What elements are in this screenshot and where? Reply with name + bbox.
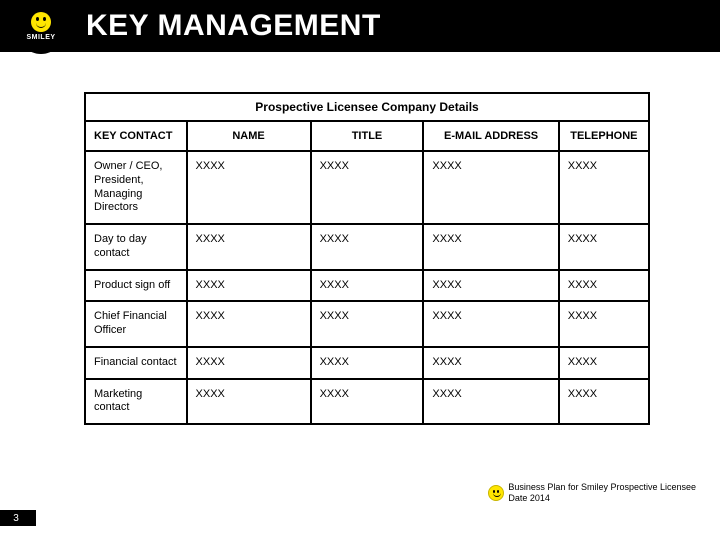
col-header-title: TITLE <box>311 121 424 151</box>
footer-smiley-icon <box>488 485 504 501</box>
footer-line2: Date 2014 <box>508 493 696 504</box>
brand-logo-circle: SMILEY <box>18 8 64 54</box>
smiley-icon <box>31 12 51 32</box>
table-row: Product sign off XXXX XXXX XXXX XXXX <box>85 270 649 302</box>
cell-name: XXXX <box>187 270 311 302</box>
table-row: Financial contact XXXX XXXX XXXX XXXX <box>85 347 649 379</box>
cell-title: XXXX <box>311 301 424 347</box>
cell-name: XXXX <box>187 379 311 425</box>
table-row: Day to day contact XXXX XXXX XXXX XXXX <box>85 224 649 270</box>
cell-title: XXXX <box>311 347 424 379</box>
table-row: Chief Financial Officer XXXX XXXX XXXX X… <box>85 301 649 347</box>
col-header-contact: KEY CONTACT <box>85 121 187 151</box>
cell-name: XXXX <box>187 151 311 224</box>
cell-email: XXXX <box>423 301 558 347</box>
cell-tel: XXXX <box>559 379 649 425</box>
page-title: KEY MANAGEMENT <box>86 9 381 43</box>
cell-contact: Chief Financial Officer <box>85 301 187 347</box>
header-bar: SMILEY KEY MANAGEMENT <box>0 0 720 52</box>
key-management-table: Prospective Licensee Company Details KEY… <box>84 92 650 425</box>
cell-contact: Marketing contact <box>85 379 187 425</box>
cell-contact: Owner / CEO, President, Managing Directo… <box>85 151 187 224</box>
cell-email: XXXX <box>423 224 558 270</box>
page-number: 3 <box>0 510 36 526</box>
cell-contact: Financial contact <box>85 347 187 379</box>
table-row: Marketing contact XXXX XXXX XXXX XXXX <box>85 379 649 425</box>
cell-tel: XXXX <box>559 151 649 224</box>
footer-note: Business Plan for Smiley Prospective Lic… <box>488 482 696 505</box>
cell-name: XXXX <box>187 224 311 270</box>
table-title: Prospective Licensee Company Details <box>85 93 649 121</box>
cell-email: XXXX <box>423 347 558 379</box>
cell-tel: XXXX <box>559 270 649 302</box>
cell-tel: XXXX <box>559 224 649 270</box>
brand-logo-text: SMILEY <box>26 34 55 41</box>
table-header-row: KEY CONTACT NAME TITLE E-MAIL ADDRESS TE… <box>85 121 649 151</box>
col-header-telephone: TELEPHONE <box>559 121 649 151</box>
brand-logo: SMILEY <box>18 8 66 56</box>
cell-title: XXXX <box>311 224 424 270</box>
cell-email: XXXX <box>423 151 558 224</box>
cell-title: XXXX <box>311 379 424 425</box>
table-row: Owner / CEO, President, Managing Directo… <box>85 151 649 224</box>
cell-email: XXXX <box>423 379 558 425</box>
col-header-email: E-MAIL ADDRESS <box>423 121 558 151</box>
cell-name: XXXX <box>187 301 311 347</box>
cell-name: XXXX <box>187 347 311 379</box>
cell-contact: Product sign off <box>85 270 187 302</box>
cell-email: XXXX <box>423 270 558 302</box>
cell-tel: XXXX <box>559 347 649 379</box>
content-area: Prospective Licensee Company Details KEY… <box>0 52 720 425</box>
footer-text: Business Plan for Smiley Prospective Lic… <box>508 482 696 505</box>
cell-title: XXXX <box>311 270 424 302</box>
cell-tel: XXXX <box>559 301 649 347</box>
col-header-name: NAME <box>187 121 311 151</box>
table-title-row: Prospective Licensee Company Details <box>85 93 649 121</box>
footer-line1: Business Plan for Smiley Prospective Lic… <box>508 482 696 493</box>
cell-contact: Day to day contact <box>85 224 187 270</box>
cell-title: XXXX <box>311 151 424 224</box>
